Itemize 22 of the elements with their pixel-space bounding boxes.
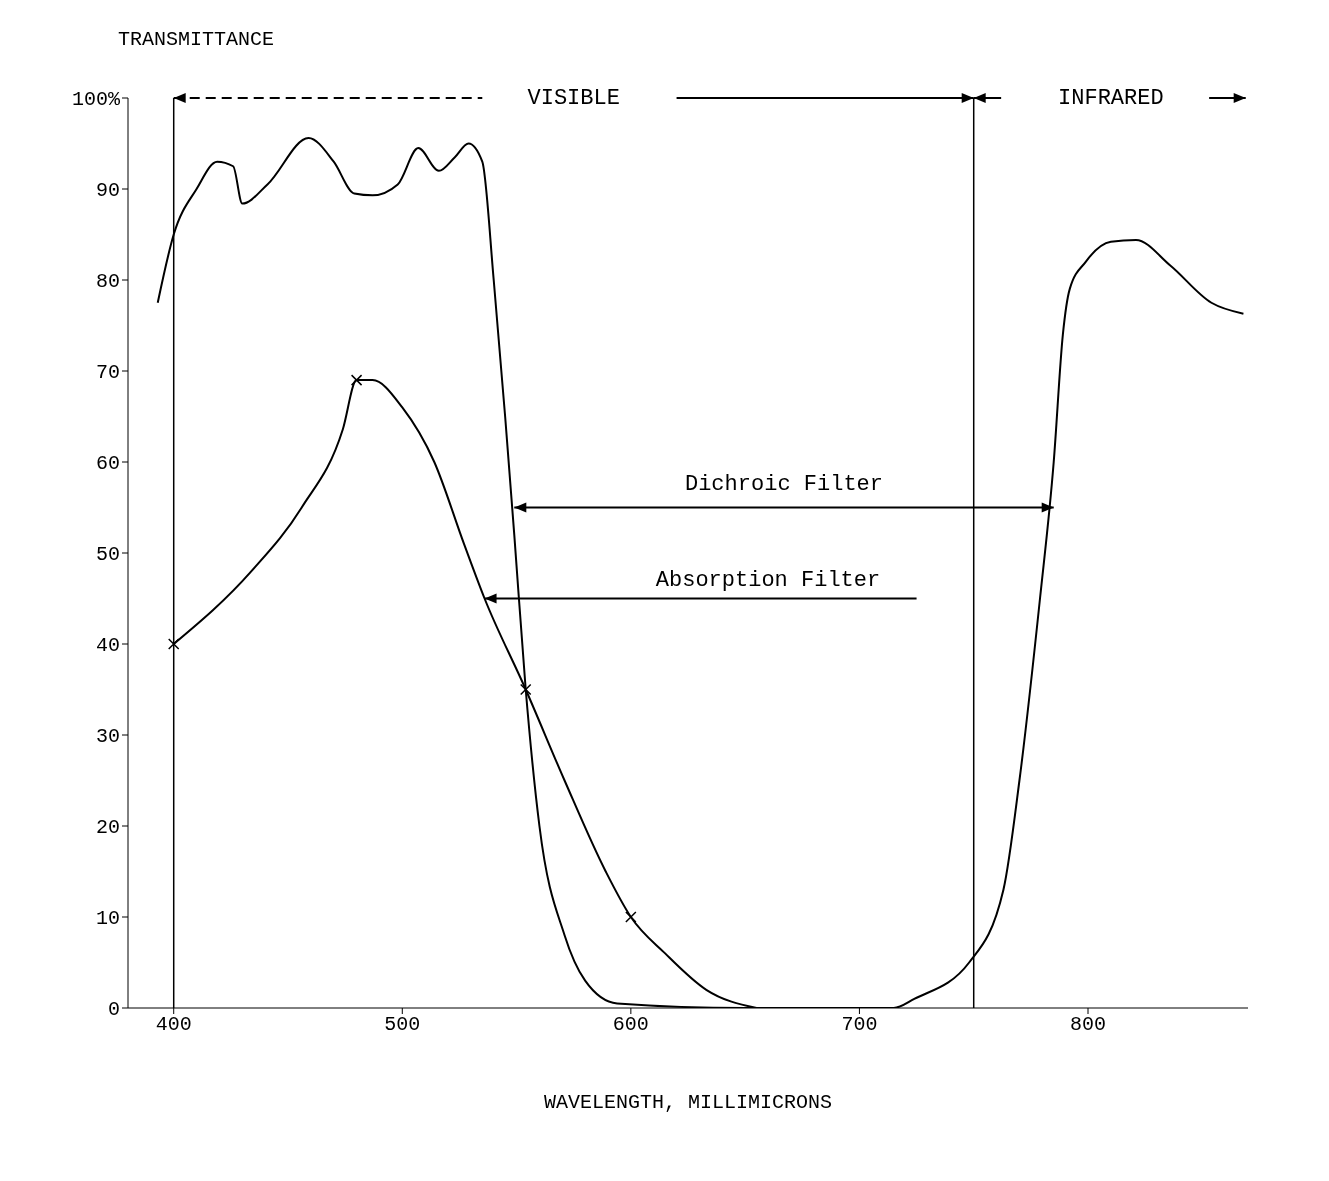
y-axis-title: TRANSMITTANCE [118, 28, 275, 51]
x-tick-label: 700 [841, 1013, 878, 1037]
y-tick-label: 30 [95, 725, 120, 749]
y-tick-label: 0 [107, 998, 120, 1022]
annotation: Absorption Filter [655, 567, 881, 593]
y-tick-label: 10 [95, 907, 120, 931]
annotation: Dichroic Filter [684, 472, 884, 498]
y-tick-label: 40 [95, 634, 120, 658]
x-axis-title: WAVELENGTH, MILLIMICRONS [543, 1091, 833, 1114]
y-tick-label: 60 [95, 452, 120, 476]
y-tick-label: 50 [95, 543, 120, 567]
x-tick-label: 500 [384, 1013, 421, 1037]
x-tick-label: 800 [1069, 1013, 1107, 1037]
y-tick-label: 20 [95, 816, 120, 840]
y-tick-label: 90 [95, 179, 120, 203]
y-tick-label: 100% [71, 88, 121, 112]
annotation: VISIBLE [527, 85, 620, 111]
x-tick-label: 600 [612, 1013, 649, 1037]
x-tick-label: 400 [155, 1013, 192, 1037]
y-tick-label: 70 [95, 361, 120, 385]
y-tick-label: 80 [95, 270, 120, 294]
annotation: INFRARED [1058, 85, 1164, 111]
